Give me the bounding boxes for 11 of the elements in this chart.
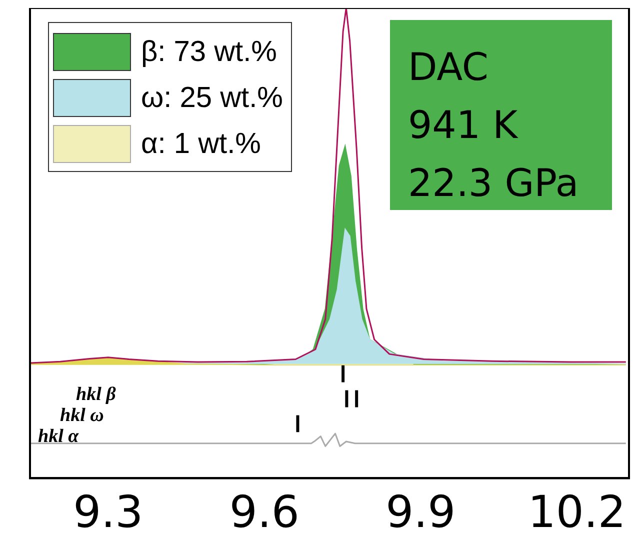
annotation: hkl α (38, 426, 79, 448)
legend-label: ω: 25 wt.% (141, 82, 283, 114)
legend-label: β: 73 wt.% (141, 36, 277, 68)
x-tick-label: 10.2 (528, 487, 626, 538)
annotation: DAC 941 K 22.3 GPa (390, 20, 612, 210)
annotation: hkl β (76, 384, 116, 406)
legend-label: α: 1 wt.% (141, 128, 261, 160)
x-tick-label: 9.6 (229, 487, 300, 538)
annotation: hkl ω (60, 405, 104, 427)
x-tick-label: 9.9 (386, 487, 456, 538)
x-tick-label: 9.3 (73, 487, 144, 538)
